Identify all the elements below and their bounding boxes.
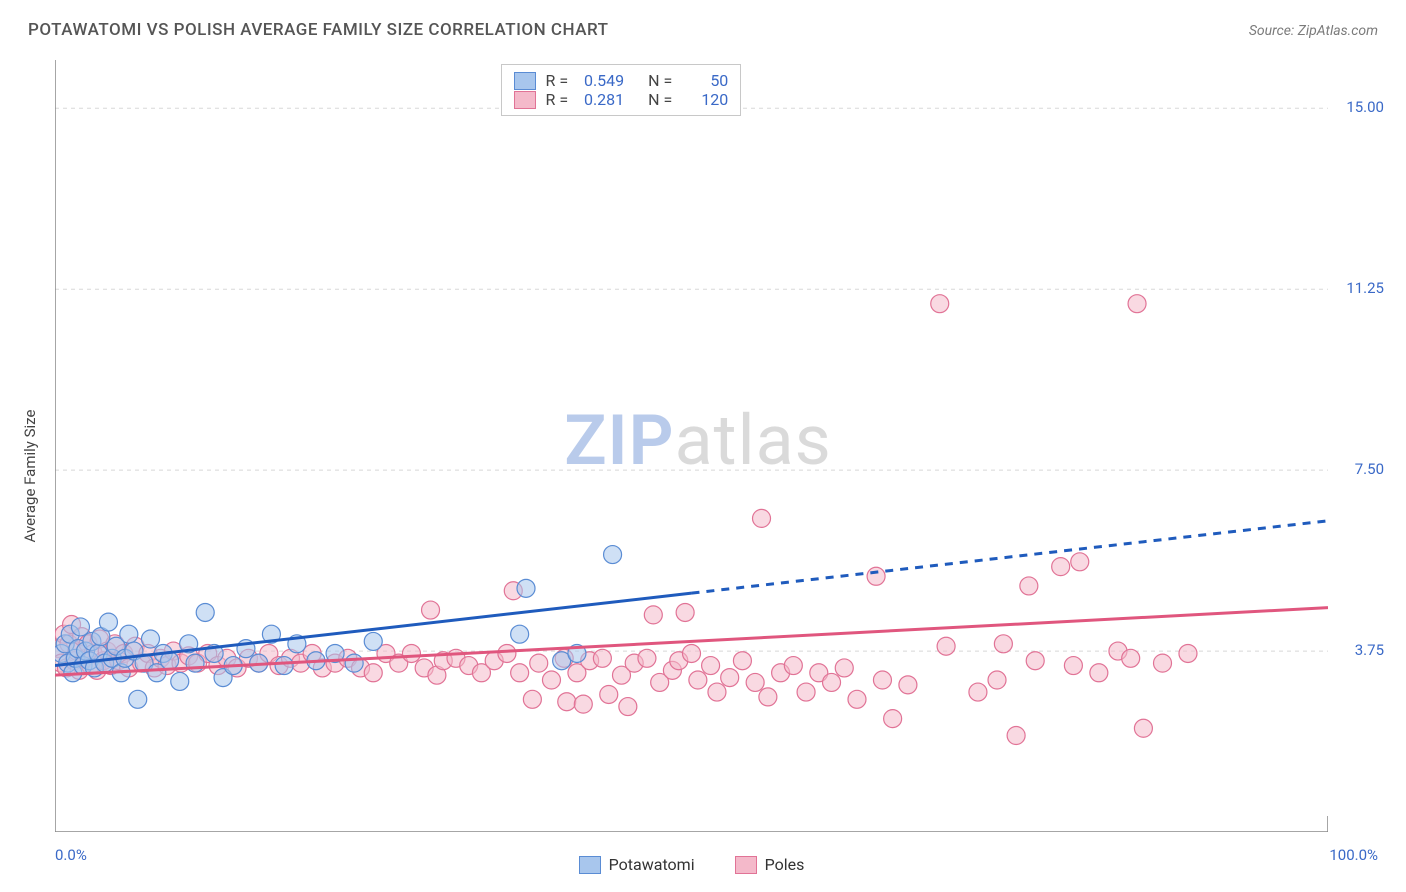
bottom-legend: Potawatomi Poles [55,855,1328,874]
plot-area: ZIPatlas R = 0.549 N = 50 R = 0.281 N = … [55,60,1328,832]
y-tick-label: 15.00 [1346,98,1384,116]
legend-label-potawatomi: Potawatomi [609,855,695,874]
stats-legend-box: R = 0.549 N = 50 R = 0.281 N = 120 [501,64,742,116]
legend-label-poles: Poles [765,855,805,874]
swatch-poles [514,91,536,109]
y-tick-label: 3.75 [1355,641,1384,659]
y-tick-label: 11.25 [1346,279,1384,297]
legend-swatch-poles [735,856,757,874]
page-title: POTAWATOMI VS POLISH AVERAGE FAMILY SIZE… [28,20,609,40]
source-credit: Source: ZipAtlas.com [1249,23,1378,39]
x-axis-max-label: 100.0% [1329,846,1378,864]
y-axis-label: Average Family Size [21,410,39,543]
swatch-potawatomi [514,72,536,90]
legend-swatch-potawatomi [579,856,601,874]
y-tick-label: 7.50 [1355,460,1384,478]
chart-container: Average Family Size ZIPatlas R = 0.549 N… [0,60,1406,892]
scatter-plot-svg [55,60,1328,832]
